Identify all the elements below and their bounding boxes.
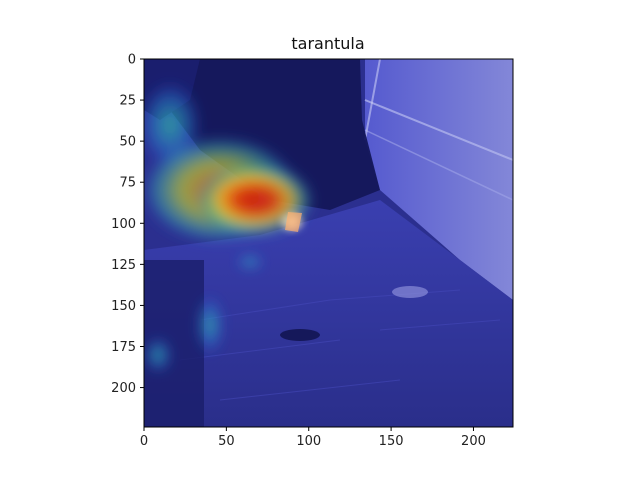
x-tick-label: 150 (379, 434, 404, 449)
y-tick-label: 25 (119, 94, 136, 109)
y-tick-label: 50 (119, 135, 136, 150)
y-tick-label: 0 (128, 53, 136, 68)
y-tick-label: 75 (119, 176, 136, 191)
x-tick-label: 0 (140, 434, 148, 449)
x-axis: 0 50 100 150 200 (140, 427, 486, 449)
x-tick-label: 100 (296, 434, 321, 449)
x-tick-label: 50 (218, 434, 235, 449)
heatmap-image (144, 59, 513, 427)
y-tick-label: 200 (111, 381, 136, 396)
x-tick-label: 200 (461, 434, 486, 449)
y-tick-label: 150 (111, 299, 136, 314)
axes-frame (143, 58, 514, 428)
plot-title: tarantula (291, 34, 364, 53)
y-tick-label: 100 (111, 217, 136, 232)
y-axis: 0 25 50 75 100 125 150 175 200 (111, 53, 144, 396)
y-tick-label: 175 (111, 340, 136, 355)
y-tick-label: 125 (111, 258, 136, 273)
